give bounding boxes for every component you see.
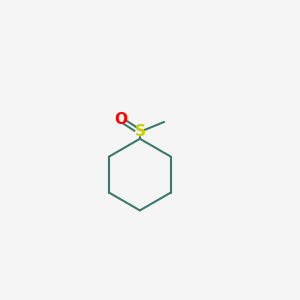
Text: O: O [114,112,127,127]
Text: S: S [134,124,146,140]
